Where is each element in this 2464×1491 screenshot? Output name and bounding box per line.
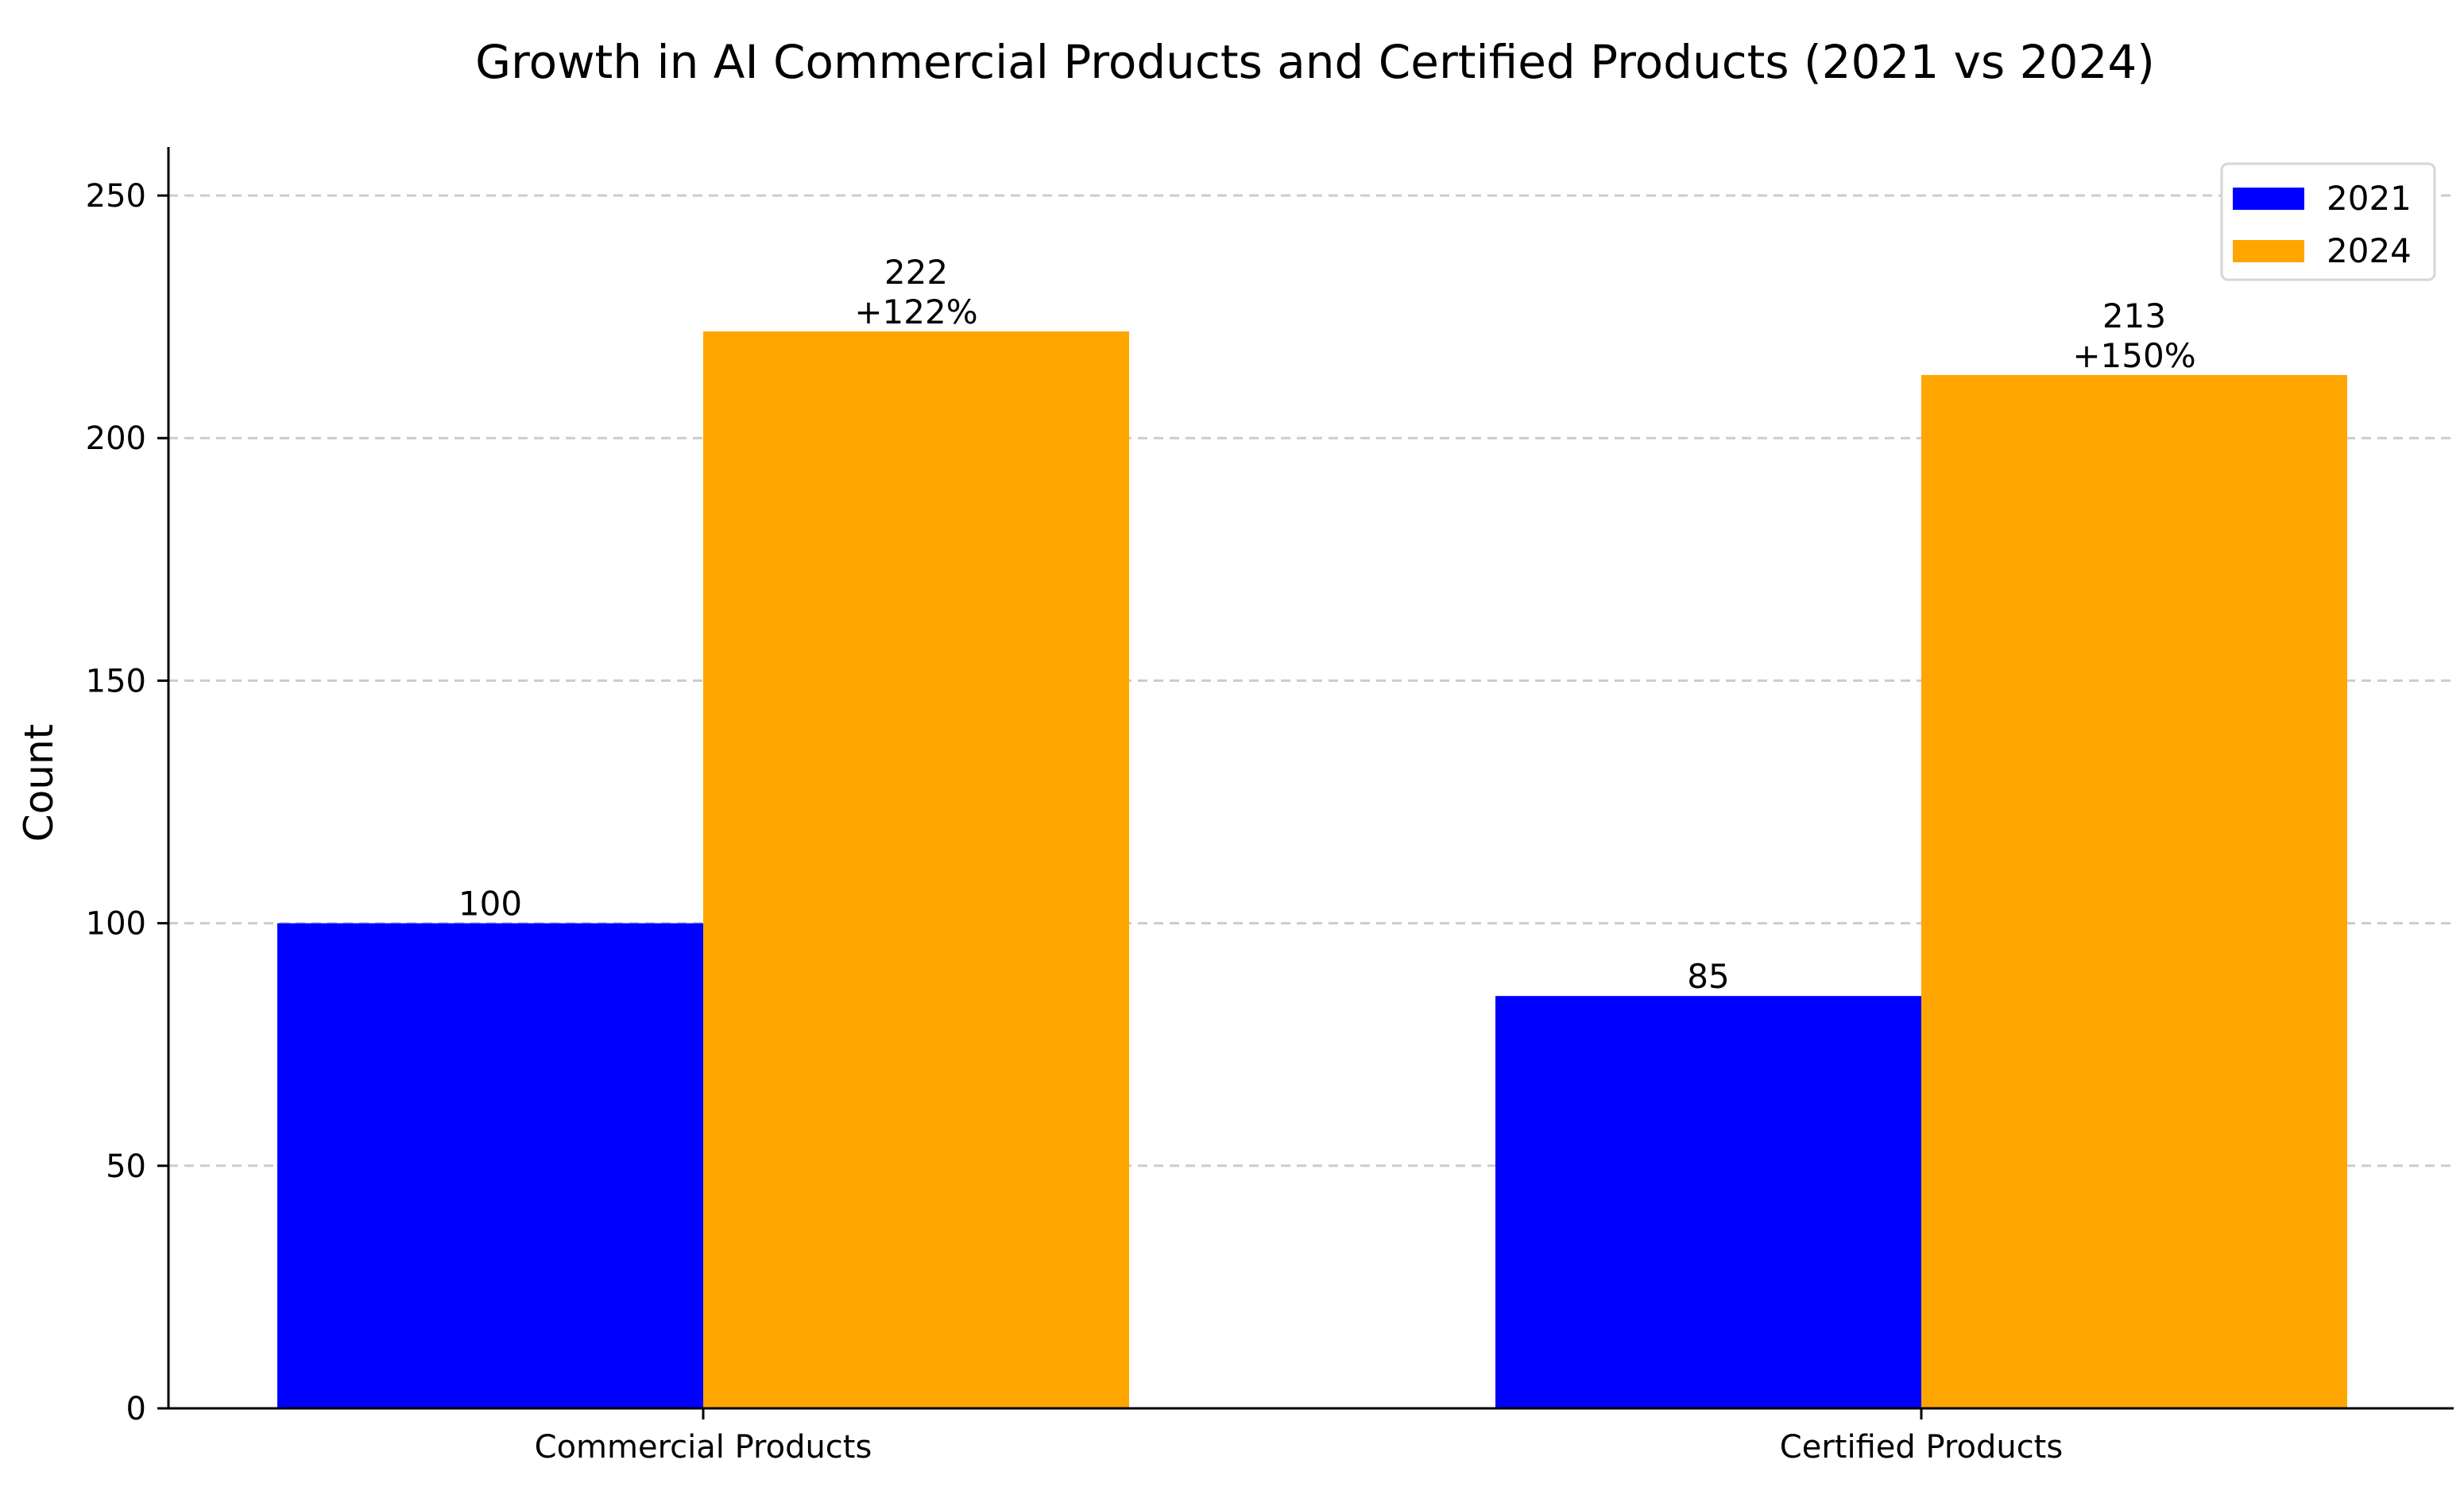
bar-value-label-2021-1: 85 [1687,957,1729,996]
bar-2021-certified-products [1495,996,1921,1408]
bar-2021-commercial-products [277,923,703,1408]
bar-value-label-2021-0: 100 [458,885,522,924]
legend-label-2024: 2024 [2327,231,2412,270]
legend-swatch-2024 [2233,240,2304,262]
chart-title: Growth in AI Commercial Products and Cer… [475,35,2155,89]
bar-growth-label-2024-1: +150% [2072,336,2195,375]
y-tick-label-100: 100 [86,906,146,943]
y-tick-label-250: 250 [86,178,146,215]
bar-value-label-2024-0: 222 [884,253,948,292]
legend: 2021 2024 [2220,162,2436,281]
y-tick-label-150: 150 [86,663,146,699]
axes-layer [157,147,2454,1419]
bar-2024-commercial-products [703,331,1129,1408]
y-tick-label-0: 0 [126,1391,146,1427]
y-axis-title: Count [16,724,62,842]
x-tick-label-commercial-products: Commercial Products [535,1429,872,1466]
bar-2024-certified-products [1921,374,2347,1409]
bar-value-label-2024-1: 213 [2102,296,2166,335]
labels-layer: 0 50 100 150 200 250 100 222+122% Commercial Pro… [86,178,2196,1466]
bars-layer [277,331,2347,1409]
x-tick-label-certified-products: Certified Products [1780,1429,2063,1466]
y-tick-label-50: 50 [106,1148,146,1185]
legend-label-2021: 2021 [2327,179,2412,218]
bar-growth-label-2024-0: +122% [854,292,977,331]
legend-swatch-2021 [2233,188,2304,210]
y-tick-label-200: 200 [86,420,146,457]
